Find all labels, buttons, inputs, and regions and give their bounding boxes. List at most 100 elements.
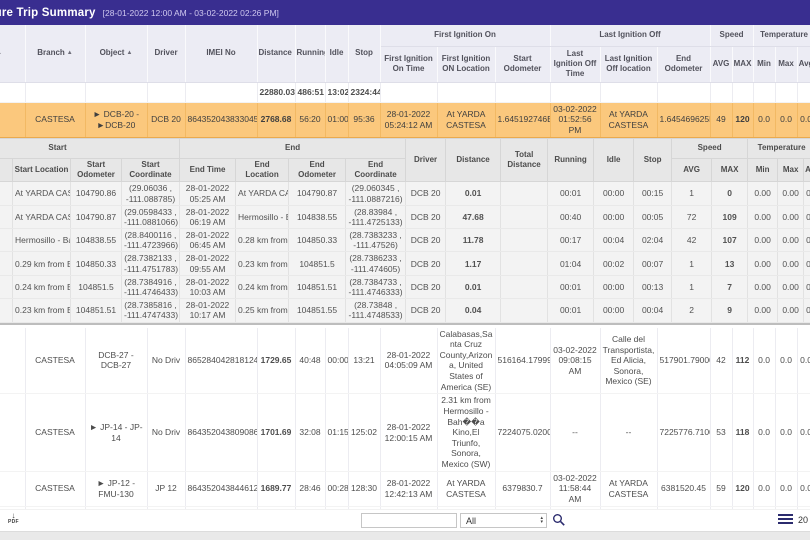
temp-avg-cell: 0.0 bbox=[797, 471, 810, 507]
column-header-stop[interactable]: Stop bbox=[633, 137, 673, 183]
filter-select[interactable]: All ▴ ▾ bbox=[460, 513, 547, 528]
running-cell: 00:01 bbox=[547, 181, 595, 206]
end-time-cell: 28-01-2022 10:03 AM bbox=[179, 275, 237, 300]
column-header-end-time[interactable]: End Time bbox=[179, 157, 237, 183]
column-header-start-odometer[interactable]: Start Odometer bbox=[495, 46, 551, 83]
distance-cell: 0.01 bbox=[445, 181, 502, 206]
start-odometer-cell: 104790.86 bbox=[70, 181, 122, 206]
temp-avg-cell: 0.0 bbox=[797, 393, 810, 472]
cell bbox=[437, 82, 496, 103]
column-header-end-coordinate[interactable]: End Coordinate bbox=[345, 157, 407, 183]
column-header-imei[interactable]: IMEI No bbox=[185, 25, 258, 83]
temp-max-cell: 0.00 bbox=[777, 275, 805, 300]
vehicle-row[interactable]: CASTESA CASTESA ► JP-14 - JP-14 No Driv … bbox=[0, 393, 810, 472]
object-cell: ► JP-14 - JP-14 bbox=[85, 393, 148, 472]
column-header-distance[interactable]: Distance bbox=[445, 137, 502, 183]
total-stop-cell: 2324:44 bbox=[348, 82, 381, 103]
cell bbox=[495, 82, 551, 103]
start-time-cell: 02 bbox=[0, 275, 13, 300]
distance-cell: 2768.68 bbox=[257, 102, 296, 138]
end-location-cell: 0.28 km from EL bbox=[235, 228, 290, 253]
sort-asc-icon: ▲ bbox=[126, 50, 133, 57]
branch-cell: CASTESA bbox=[25, 471, 86, 507]
column-header-temp-max[interactable]: Max bbox=[777, 157, 805, 183]
driver-cell: JP 12 bbox=[147, 471, 186, 507]
list-view-icon[interactable] bbox=[778, 514, 793, 526]
search-button[interactable] bbox=[552, 513, 568, 529]
column-header-distance[interactable]: Distance▼ bbox=[257, 25, 296, 83]
column-header-temp-max[interactable]: Max bbox=[775, 46, 798, 83]
column-header-speed-max[interactable]: MAX bbox=[711, 157, 749, 183]
column-header-idle[interactable]: Idle bbox=[593, 137, 635, 183]
column-header-start-odometer[interactable]: Start Odometer bbox=[70, 157, 122, 183]
temp-min-cell: 0.0 bbox=[753, 327, 776, 395]
column-header-end-odometer[interactable]: End Odometer bbox=[657, 46, 711, 83]
driver-cell: DCB 20 bbox=[405, 275, 447, 300]
column-header-end-odometer[interactable]: End Odometer bbox=[288, 157, 347, 183]
start-time-cell: 49 bbox=[0, 251, 13, 276]
column-header-running[interactable]: Running bbox=[547, 137, 595, 183]
first-ignition-time-cell: 28-01-2022 04:05:09 AM bbox=[380, 327, 438, 395]
column-header-speed-avg[interactable]: AVG bbox=[671, 157, 713, 183]
end-coordinate-cell: (28.7386233 , -111.474605) bbox=[345, 251, 407, 276]
total-distance-cell bbox=[500, 298, 549, 322]
column-header-last-ignition-off-time[interactable]: Last Ignition Off Time bbox=[550, 46, 601, 83]
column-header-first-ignition-on-time[interactable]: First Ignition On Time bbox=[380, 46, 438, 83]
running-cell: 00:17 bbox=[547, 228, 595, 253]
column-header-stop[interactable]: Stop bbox=[348, 25, 381, 83]
start-location-cell: 0.29 km from EL bbox=[12, 251, 71, 276]
max-speed-cell: 118 bbox=[732, 393, 754, 472]
stop-cell: 00:05 bbox=[633, 205, 673, 230]
idle-cell: 00:00 bbox=[593, 181, 635, 206]
trip-row: 16 0.23 km from EL 104851.51 (28.7385816… bbox=[0, 298, 810, 322]
stop-cell: 02:04 bbox=[633, 228, 673, 253]
column-header-start-time[interactable]: Start Time bbox=[0, 157, 13, 183]
search-icon bbox=[553, 514, 565, 526]
start-coordinate-cell: (28.8400116 , -111.4723966) bbox=[121, 228, 181, 253]
column-header-object[interactable]: Object ▲ bbox=[85, 25, 148, 83]
column-header-total-distance[interactable]: Total Distance bbox=[500, 137, 549, 183]
column-header-temp-min[interactable]: Min bbox=[747, 157, 779, 183]
column-header-driver[interactable]: Driver bbox=[405, 137, 447, 183]
column-header-speed-max[interactable]: MAX bbox=[732, 46, 754, 83]
end-odometer-cell: 104851.51 bbox=[288, 275, 347, 300]
total-distance-cell bbox=[500, 275, 549, 300]
column-header-end-location[interactable]: End Location bbox=[235, 157, 290, 183]
column-header-speed-avg[interactable]: AVG bbox=[710, 46, 733, 83]
sort-desc-icon: ▼ bbox=[294, 50, 295, 56]
vehicle-row-selected[interactable]: CASTESA CASTESA ► DCB-20 - ►DCB-20 DCB 2… bbox=[0, 102, 810, 138]
column-header-driver[interactable]: Driver bbox=[147, 25, 186, 83]
cell bbox=[797, 82, 810, 103]
end-location-cell: 0.24 km from EL bbox=[235, 275, 290, 300]
vehicle-row[interactable]: CASTESA CASTESA ► JP-12 - FMU-130 JP 12 … bbox=[0, 471, 810, 507]
column-header-start-location[interactable]: Start Location bbox=[12, 157, 71, 183]
max-speed-cell: 107 bbox=[711, 228, 749, 253]
cell bbox=[147, 82, 186, 103]
start-location-cell: At YARDA CASTE bbox=[12, 181, 71, 206]
column-header-running[interactable]: Running bbox=[295, 25, 326, 83]
driver-cell: DCB 20 bbox=[405, 181, 447, 206]
start-time-cell: 24 bbox=[0, 181, 13, 206]
cell bbox=[0, 82, 26, 103]
first-ignition-location-cell: At YARDA CASTESA bbox=[437, 471, 496, 507]
search-input[interactable] bbox=[361, 513, 457, 528]
temp-avg-cell: 0.00 bbox=[803, 228, 810, 253]
start-location-cell: 0.24 km from EL bbox=[12, 275, 71, 300]
vehicle-row[interactable]: CASTESA CASTESA DCB-27 - DCB-27 No Driv … bbox=[0, 327, 810, 395]
column-header-idle[interactable]: Idle bbox=[325, 25, 349, 83]
total-idle-cell: 13:02 bbox=[325, 82, 349, 103]
start-time-cell: 24 bbox=[0, 228, 13, 253]
column-header-first-ignition-on-location[interactable]: First Ignition ON Location bbox=[437, 46, 496, 83]
column-header-last-ignition-off-location[interactable]: Last Ignition Off location bbox=[600, 46, 658, 83]
column-header-temp-avg[interactable]: Avg bbox=[797, 46, 810, 83]
column-header-start-coordinate[interactable]: Start Coordinate bbox=[120, 157, 181, 183]
column-header-company[interactable]: Company▲ bbox=[0, 25, 26, 83]
column-header-branch[interactable]: Branch ▲ bbox=[25, 25, 86, 83]
end-location-cell: Hermosillo - Bah bbox=[235, 205, 290, 230]
pdf-export-button[interactable]: ↓ PDF bbox=[8, 511, 19, 526]
page-size-selector[interactable]: 20 bbox=[798, 515, 809, 525]
column-header-temp-avg[interactable]: Avg bbox=[803, 157, 810, 183]
download-arrow-icon: ↓ bbox=[11, 511, 16, 520]
column-header-temp-min[interactable]: Min bbox=[753, 46, 776, 83]
page-title: Departure Trip Summary bbox=[0, 6, 96, 19]
